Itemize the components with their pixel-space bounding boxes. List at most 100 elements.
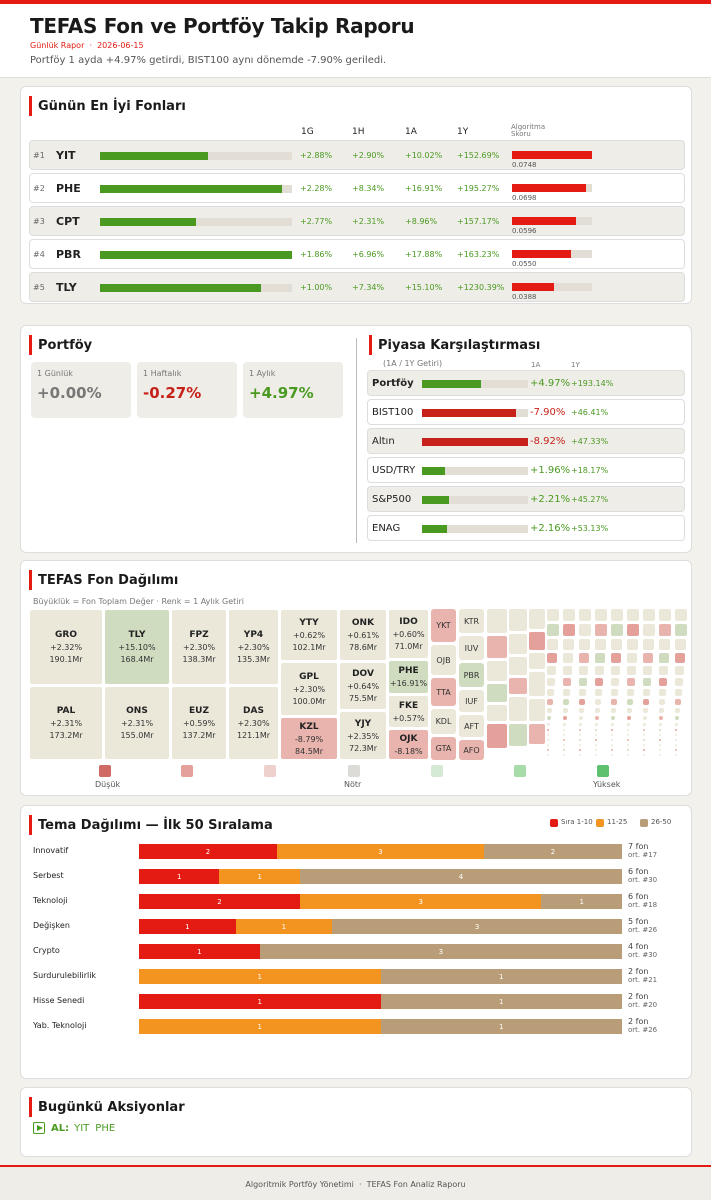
tile-code: OJK	[399, 733, 418, 744]
theme-avg-rank: ort. #26	[628, 926, 658, 934]
treemap-tile[interactable]: IDO +0.60% 71.0Mr	[388, 609, 429, 659]
treemap-tile[interactable]: GRO +2.32% 190.1Mr	[29, 609, 103, 685]
treemap-mini-tile	[595, 699, 601, 705]
score-track	[512, 217, 592, 225]
theme-legend-swatch	[596, 819, 604, 827]
treemap-mini-tile	[675, 734, 677, 736]
fund-row[interactable]: #1 YIT +2.88% +2.90% +10.02% +152.69% 0.0748	[29, 140, 685, 170]
treemap-tile[interactable]: PAL +2.31% 173.2Mr	[29, 686, 103, 760]
theme-count: 2 fon ort. #21	[628, 967, 657, 985]
treemap-tile[interactable]: PBR	[459, 663, 484, 687]
tile-code: PAL	[56, 706, 76, 716]
treemap-mini-tile	[675, 729, 677, 731]
treemap-tile[interactable]: YJY +2.35% 72.3Mr	[339, 711, 387, 760]
treemap-tile[interactable]: YP4 +2.30% 135.3Mr	[228, 609, 279, 685]
buy-fund[interactable]: PHE	[95, 1122, 116, 1134]
treemap-mini-tile	[595, 729, 597, 731]
treemap-mini-tile	[659, 739, 661, 741]
treemap-tile[interactable]: FPZ +2.30% 138.3Mr	[171, 609, 227, 685]
theme-row: Serbest 1 1 4 6 fon ort. #30	[33, 867, 683, 885]
treemap-tile[interactable]: GTA	[431, 737, 456, 760]
treemap-mini-tile	[595, 739, 597, 741]
footer-separator: ·	[358, 1180, 362, 1189]
fund-return: +1230.39%	[457, 283, 505, 292]
treemap-mini-tile	[627, 723, 630, 726]
treemap-tile[interactable]: ONK +0.61% 78.6Mr	[339, 609, 387, 661]
treemap-mini-tile	[659, 624, 671, 636]
treemap-tile[interactable]: IUV	[459, 636, 484, 660]
tile-size: 168.4Mr	[120, 655, 154, 664]
treemap-mini-tile	[659, 653, 669, 663]
treemap-mini-tile	[579, 729, 581, 731]
theme-segment: 1	[139, 919, 236, 934]
distribution-card: TEFAS Fon Dağılımı Büyüklük = Fon Toplam…	[20, 560, 692, 796]
market-row: Altın -8.92% +47.33%	[367, 428, 685, 454]
fund-row[interactable]: #3 CPT +2.77% +2.31% +8.96% +157.17% 0.0596	[29, 206, 685, 236]
fund-row[interactable]: #4 PBR +1.86% +6.96% +17.88% +163.23% 0.0550	[29, 239, 685, 269]
treemap-tile[interactable]: KTR	[459, 609, 484, 633]
fund-row[interactable]: #2 PHE +2.28% +8.34% +16.91% +195.27% 0.0698	[29, 173, 685, 203]
report-date: 2026-06-15	[97, 41, 144, 50]
market-1a: +2.16%	[530, 523, 571, 534]
fund-row[interactable]: #5 TLY +1.00% +7.34% +15.10% +1230.39% 0.0388	[29, 272, 685, 302]
fund-progress-track	[100, 218, 292, 226]
treemap-tile[interactable]: DAS +2.30% 121.1Mr	[228, 686, 279, 760]
treemap-tile[interactable]: KZL -8.79% 84.5Mr	[280, 717, 338, 760]
treemap-mini-tile	[611, 653, 621, 663]
buy-fund[interactable]: YIT	[74, 1122, 90, 1134]
treemap-mini-tile	[611, 699, 617, 705]
treemap-tile[interactable]: AFO	[459, 740, 484, 760]
treemap-mini-tile	[547, 639, 558, 650]
tile-size: 100.0Mr	[292, 697, 326, 706]
treemap-tile[interactable]: KDL	[431, 709, 456, 734]
fund-progress-track	[100, 152, 292, 160]
treemap-tile[interactable]: YTY +0.62% 102.1Mr	[280, 609, 338, 661]
treemap-mini-tile	[675, 723, 678, 726]
stat-value: +4.97%	[249, 384, 314, 402]
treemap-mini-tile	[659, 666, 668, 675]
market-row: USD/TRY +1.96% +18.17%	[367, 457, 685, 483]
treemap-tile[interactable]: ONS +2.31% 155.0Mr	[104, 686, 170, 760]
treemap-mini-tile	[547, 729, 549, 731]
treemap-tile[interactable]: GPL +2.30% 100.0Mr	[280, 662, 338, 716]
treemap-tile[interactable]: AFT	[459, 715, 484, 737]
theme-name: Serbest	[33, 871, 64, 880]
treemap-tile[interactable]: TTA	[431, 678, 456, 706]
treemap-tile[interactable]: TLY +15.10% 168.4Mr	[104, 609, 170, 685]
top-accent-bar	[0, 0, 711, 4]
treemap-mini-tile	[529, 653, 545, 669]
market-name: ENAG	[372, 523, 401, 534]
title-accent	[29, 1097, 32, 1117]
tile-return: +16.91%	[389, 679, 428, 688]
theme-avg-rank: ort. #30	[628, 951, 658, 959]
legend-swatch	[181, 765, 193, 777]
treemap-mini-tile	[611, 754, 613, 756]
fund-progress-fill	[100, 152, 208, 160]
treemap-mini-tile	[611, 744, 613, 746]
fund-progress-track	[100, 251, 292, 259]
theme-name: Surdurulebilirlik	[33, 971, 97, 980]
theme-legend-label: 11-25	[607, 818, 628, 826]
treemap-mini-tile	[595, 624, 607, 636]
treemap-mini-tile	[563, 689, 570, 696]
treemap-tile[interactable]: OJB	[431, 645, 456, 675]
treemap-tile[interactable]: IUF	[459, 690, 484, 712]
treemap-mini-tile	[547, 689, 554, 696]
treemap-mini-tile	[643, 624, 655, 636]
treemap-tile[interactable]: PHE +16.91%	[388, 660, 429, 694]
treemap-mini-tile	[579, 708, 584, 713]
treemap-tile[interactable]: FKE +0.57%	[388, 695, 429, 728]
treemap-tile[interactable]: DOV +0.64% 75.5Mr	[339, 662, 387, 710]
treemap-tile[interactable]: OJK -8.18%	[388, 729, 429, 760]
treemap-mini-tile	[675, 609, 687, 621]
theme-segment: 1	[541, 894, 622, 909]
tile-code: ONS	[126, 706, 148, 716]
treemap-tile[interactable]: YKT	[431, 609, 456, 642]
theme-segment: 1	[380, 969, 622, 984]
tile-size: 102.1Mr	[292, 643, 326, 652]
treemap-tile[interactable]: EUZ +0.59% 137.2Mr	[171, 686, 227, 760]
theme-row: Teknoloji 2 3 1 6 fon ort. #18	[33, 892, 683, 910]
tile-return: +2.30%	[237, 719, 270, 728]
